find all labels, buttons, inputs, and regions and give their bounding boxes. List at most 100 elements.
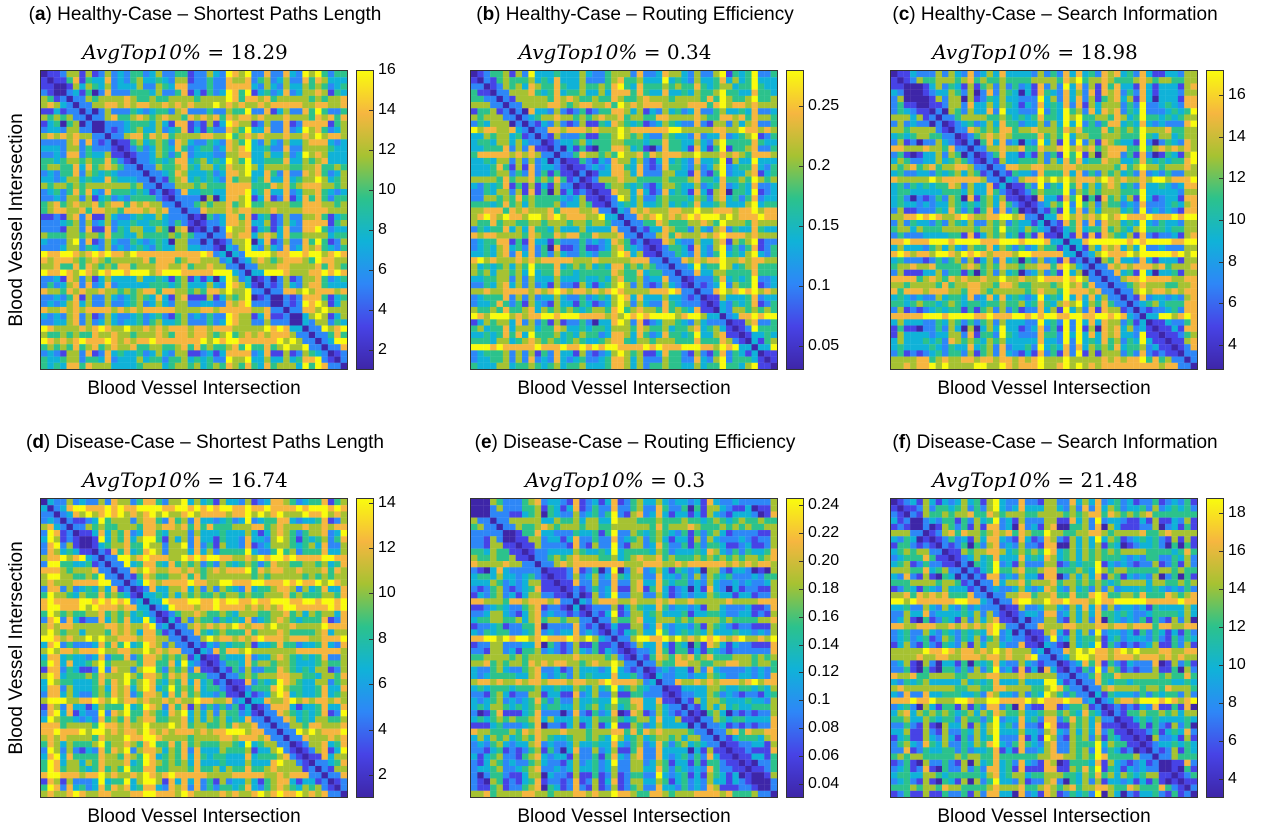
- heatmap-cell: [213, 356, 220, 363]
- heatmap-cell: [477, 226, 484, 233]
- heatmap-cell: [694, 356, 701, 363]
- heatmap-cell: [922, 139, 930, 146]
- heatmap-cell: [174, 77, 182, 84]
- heatmap-cell: [92, 114, 99, 121]
- heatmap-cell: [200, 164, 207, 171]
- heatmap-cell: [534, 182, 542, 190]
- heatmap-cell: [515, 232, 523, 239]
- heatmap-cell: [232, 232, 239, 239]
- heatmap-cell: [225, 232, 233, 239]
- heatmap-cell: [200, 257, 207, 264]
- heatmap-cell: [611, 71, 618, 78]
- heatmap-cell: [502, 238, 510, 245]
- heatmap-cell: [496, 269, 504, 276]
- heatmap-cell: [123, 170, 131, 177]
- heatmap-cell: [604, 207, 612, 214]
- heatmap-cell: [238, 77, 246, 84]
- heatmap-cell: [483, 126, 491, 134]
- heatmap-cell: [155, 269, 163, 276]
- heatmap-cell: [910, 102, 917, 109]
- heatmap-cell: [910, 77, 917, 84]
- heatmap-cell: [719, 126, 727, 134]
- heatmap-cell: [515, 251, 523, 258]
- heatmap-cell: [477, 102, 484, 109]
- heatmap-cell: [726, 350, 733, 357]
- heatmap-cell: [85, 294, 93, 301]
- heatmap-cell: [897, 157, 904, 165]
- heatmap-cell: [726, 102, 733, 109]
- heatmap-cell: [547, 232, 555, 239]
- panel-letter: c: [898, 4, 910, 25]
- heatmap-cell: [573, 188, 580, 196]
- heatmap-cell: [477, 182, 484, 190]
- heatmap-cell: [624, 275, 631, 283]
- heatmap-cell: [98, 120, 105, 127]
- heatmap-cell: [327, 71, 335, 78]
- heatmap-cell: [636, 238, 644, 245]
- heatmap-cell: [611, 350, 618, 357]
- heatmap-cell: [200, 176, 207, 183]
- heatmap-cell: [732, 244, 739, 252]
- heatmap-cell: [980, 77, 987, 84]
- heatmap-cell: [471, 344, 478, 351]
- heatmap-cell: [251, 114, 258, 121]
- heatmap-cell: [592, 251, 599, 258]
- heatmap-cell: [123, 344, 131, 351]
- heatmap-cell: [302, 201, 309, 208]
- heatmap-cell: [604, 157, 612, 165]
- heatmap-cell: [509, 133, 516, 140]
- heatmap-cell: [751, 126, 759, 134]
- heatmap-cell: [289, 139, 297, 146]
- heatmap-cell: [334, 126, 341, 134]
- heatmap-cell: [611, 319, 618, 326]
- heatmap-cell: [668, 325, 676, 332]
- heatmap-cell: [681, 89, 688, 96]
- heatmap-cell: [98, 350, 105, 357]
- heatmap-cell: [53, 251, 61, 258]
- heatmap-cell: [289, 269, 297, 276]
- heatmap-cell: [149, 83, 156, 90]
- heatmap-cell: [751, 325, 759, 332]
- heatmap-cell: [547, 77, 555, 84]
- heatmap-cell: [553, 319, 561, 326]
- heatmap-cell: [174, 306, 182, 314]
- heatmap-cell: [948, 151, 955, 159]
- heatmap-cell: [219, 344, 227, 351]
- heatmap-cell: [598, 77, 606, 84]
- heatmap-cell: [922, 157, 930, 165]
- heatmap-cell: [477, 356, 484, 363]
- heatmap-cell: [515, 300, 523, 308]
- heatmap-cell: [213, 269, 220, 276]
- heatmap-cell: [334, 220, 341, 227]
- heatmap-cell: [47, 102, 54, 109]
- heatmap-cell: [643, 282, 650, 289]
- heatmap-cell: [592, 213, 599, 221]
- heatmap-cell: [232, 120, 239, 127]
- heatmap-cell: [636, 71, 644, 78]
- heatmap-cell: [496, 182, 504, 190]
- heatmap-cell: [60, 275, 67, 283]
- heatmap-cell: [225, 126, 233, 134]
- heatmap-cell: [636, 269, 644, 276]
- heatmap-cell: [155, 108, 163, 115]
- heatmap-cell: [187, 350, 195, 357]
- heatmap-cell: [490, 288, 497, 295]
- heatmap-cell: [694, 337, 701, 345]
- heatmap-cell: [624, 201, 631, 208]
- heatmap-cell: [751, 263, 759, 270]
- heatmap-cell: [92, 226, 99, 233]
- heatmap-cell: [321, 244, 329, 252]
- heatmap-cell: [751, 300, 759, 308]
- heatmap-cell: [604, 232, 612, 239]
- heatmap-cell: [675, 213, 682, 221]
- heatmap-cell: [155, 350, 163, 357]
- heatmap-cell: [770, 232, 777, 239]
- heatmap-cell: [104, 356, 112, 363]
- heatmap-cell: [585, 145, 593, 152]
- heatmap-cell: [681, 170, 688, 177]
- heatmap-cell: [136, 325, 144, 332]
- heatmap-cell: [700, 83, 708, 90]
- heatmap-cell: [66, 157, 74, 165]
- heatmap-cell: [85, 170, 93, 177]
- heatmap-cell: [585, 213, 593, 221]
